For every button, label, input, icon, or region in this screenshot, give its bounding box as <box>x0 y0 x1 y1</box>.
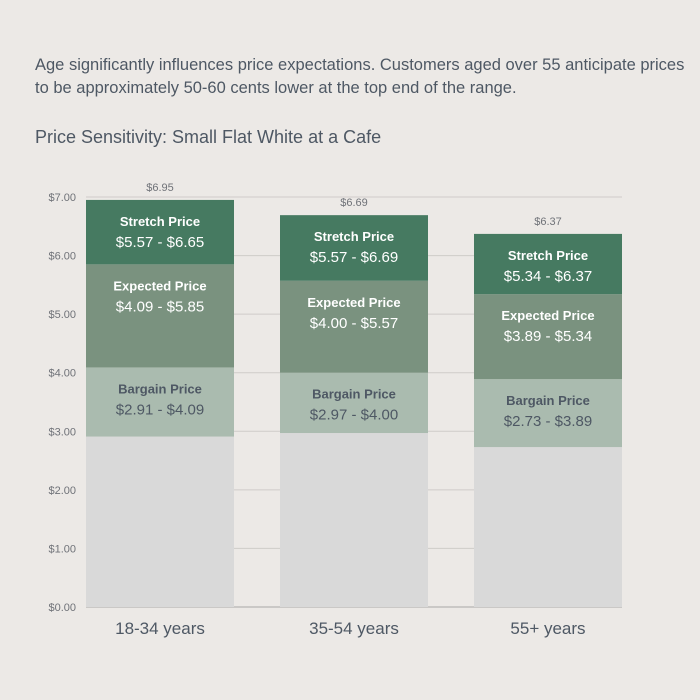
segment-title-label: Stretch Price <box>508 248 588 263</box>
segment-title-label: Bargain Price <box>118 381 202 396</box>
y-axis-ticks: $0.00 $1.00 $2.00 $3.00 $4.00 $5.00 $6.00 $7.00 <box>48 192 76 614</box>
segment-range-label: $5.57 - $6.65 <box>116 234 204 251</box>
segment-range-label: $2.91 - $4.09 <box>116 401 204 418</box>
segment-title-label: Expected Price <box>113 278 206 293</box>
segment-title-label: Expected Price <box>501 308 594 323</box>
segment-title-label: Expected Price <box>307 295 400 310</box>
bar-segment-bargain-price <box>474 379 622 448</box>
y-tick-label: $7.00 <box>48 192 76 204</box>
y-tick-label: $0.00 <box>48 602 76 614</box>
segment-title-label: Stretch Price <box>120 214 200 229</box>
bar-segment-expected-price <box>280 280 428 373</box>
segment-range-label: $4.00 - $5.57 <box>310 315 398 332</box>
y-tick-label: $6.00 <box>48 251 76 263</box>
segment-range-label: $2.97 - $4.00 <box>310 407 398 424</box>
segment-range-label: $5.57 - $6.69 <box>310 249 398 266</box>
segment-range-label: $3.89 - $5.34 <box>504 328 592 345</box>
bar-segment-stretch-price <box>474 233 622 295</box>
segment-title-label: Stretch Price <box>314 229 394 244</box>
x-axis-labels: 18-34 years 35-54 years 55+ years <box>115 619 585 638</box>
segment-title-label: Bargain Price <box>312 387 396 402</box>
bar-segment-expected-price <box>86 264 234 368</box>
y-tick-label: $1.00 <box>48 543 76 555</box>
bar-segment-base <box>280 433 428 607</box>
bar-segment-expected-price <box>474 294 622 380</box>
bar-group: Bargain Price $2.97 - $4.00 Expected Price… <box>280 197 428 607</box>
y-tick-label: $3.00 <box>48 426 76 438</box>
segment-title-label: Bargain Price <box>506 393 590 408</box>
x-tick-label: 18-34 years <box>115 619 205 638</box>
y-tick-label: $5.00 <box>48 309 76 321</box>
x-tick-label: 55+ years <box>510 619 585 638</box>
bar-segment-base <box>474 447 622 607</box>
bars: Bargain Price $2.91 - $4.09 Expected Price… <box>86 182 622 607</box>
bar-group: Bargain Price $2.73 - $3.89 Expected Price… <box>474 216 622 607</box>
x-tick-label: 35-54 years <box>309 619 399 638</box>
y-tick-label: $4.00 <box>48 368 76 380</box>
total-value-label: $6.95 <box>146 182 174 194</box>
segment-range-label: $5.34 - $6.37 <box>504 268 592 285</box>
bar-segment-stretch-price <box>86 199 234 265</box>
bar-segment-bargain-price <box>86 367 234 437</box>
intro-text: Age significantly influences price expec… <box>35 56 685 97</box>
y-tick-label: $2.00 <box>48 485 76 497</box>
total-value-label: $6.37 <box>534 216 562 228</box>
total-value-label: $6.69 <box>340 197 368 209</box>
segment-range-label: $4.09 - $5.85 <box>116 298 204 315</box>
chart-title: Price Sensitivity: Small Flat White at a… <box>35 127 382 147</box>
segment-range-label: $2.73 - $3.89 <box>504 413 592 430</box>
bar-segment-bargain-price <box>280 372 428 434</box>
bar-segment-base <box>86 436 234 607</box>
bar-group: Bargain Price $2.91 - $4.09 Expected Price… <box>86 182 234 607</box>
bar-segment-stretch-price <box>280 215 428 281</box>
